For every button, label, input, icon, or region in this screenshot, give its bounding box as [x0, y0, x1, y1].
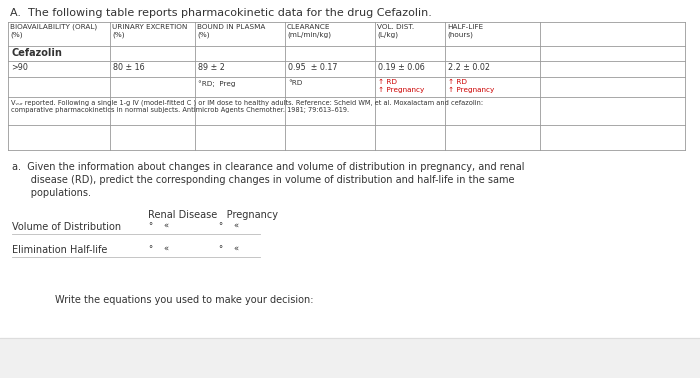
Text: «: «	[233, 222, 238, 231]
Text: comparative pharmacokinetics in normal subjects. Antimicrob Agents Chemother. 19: comparative pharmacokinetics in normal s…	[11, 107, 349, 113]
Text: ↑ RD: ↑ RD	[448, 79, 467, 85]
Text: ↑ Pregnancy: ↑ Pregnancy	[448, 87, 494, 93]
Text: disease (RD), predict the corresponding changes in volume of distribution and ha: disease (RD), predict the corresponding …	[12, 175, 514, 185]
Text: Write the equations you used to make your decision:: Write the equations you used to make you…	[55, 295, 314, 305]
Text: Vᵥᵤᵣ reported. Following a single 1-g IV (model-fitted C ) or IM dose to healthy: Vᵥᵤᵣ reported. Following a single 1-g IV…	[11, 99, 483, 105]
Text: °: °	[148, 245, 152, 254]
Text: VOL. DIST.
(L/kg): VOL. DIST. (L/kg)	[377, 24, 414, 38]
Text: 0.19 ± 0.06: 0.19 ± 0.06	[378, 63, 425, 72]
Text: «: «	[163, 245, 168, 254]
Text: BOUND IN PLASMA
(%): BOUND IN PLASMA (%)	[197, 24, 265, 38]
Text: 80 ± 16: 80 ± 16	[113, 63, 145, 72]
Bar	[0, 338, 700, 378]
Text: °: °	[218, 245, 222, 254]
Text: Volume of Distribution: Volume of Distribution	[12, 222, 121, 232]
Text: populations.: populations.	[12, 188, 91, 198]
Text: URINARY EXCRETION
(%): URINARY EXCRETION (%)	[112, 24, 188, 38]
Text: HALF-LIFE
(hours): HALF-LIFE (hours)	[447, 24, 483, 38]
Text: °RD;  Preg: °RD; Preg	[198, 80, 235, 87]
Text: 89 ± 2: 89 ± 2	[198, 63, 225, 72]
Text: BIOAVAILABILITY (ORAL)
(%): BIOAVAILABILITY (ORAL) (%)	[10, 24, 97, 39]
Text: Renal Disease   Pregnancy: Renal Disease Pregnancy	[148, 210, 278, 220]
Text: a.  Given the information about changes in clearance and volume of distribution : a. Given the information about changes i…	[12, 162, 524, 172]
Text: CLEARANCE
(mL/min/kg): CLEARANCE (mL/min/kg)	[287, 24, 331, 38]
Text: °RD: °RD	[288, 80, 302, 86]
Text: A.  The following table reports pharmacokinetic data for the drug Cefazolin.: A. The following table reports pharmacok…	[10, 8, 432, 18]
Text: Elimination Half-life: Elimination Half-life	[12, 245, 107, 255]
Text: 0.95  ± 0.17: 0.95 ± 0.17	[288, 63, 337, 72]
Text: «: «	[233, 245, 238, 254]
Text: ↑ RD: ↑ RD	[378, 79, 397, 85]
Text: Cefazolin: Cefazolin	[11, 48, 62, 58]
Text: «: «	[163, 222, 168, 231]
Text: °: °	[148, 222, 152, 231]
Text: 2.2 ± 0.02: 2.2 ± 0.02	[448, 63, 490, 72]
Text: >90: >90	[11, 63, 28, 72]
Text: °: °	[218, 222, 222, 231]
Text: ↑ Pregnancy: ↑ Pregnancy	[378, 87, 424, 93]
